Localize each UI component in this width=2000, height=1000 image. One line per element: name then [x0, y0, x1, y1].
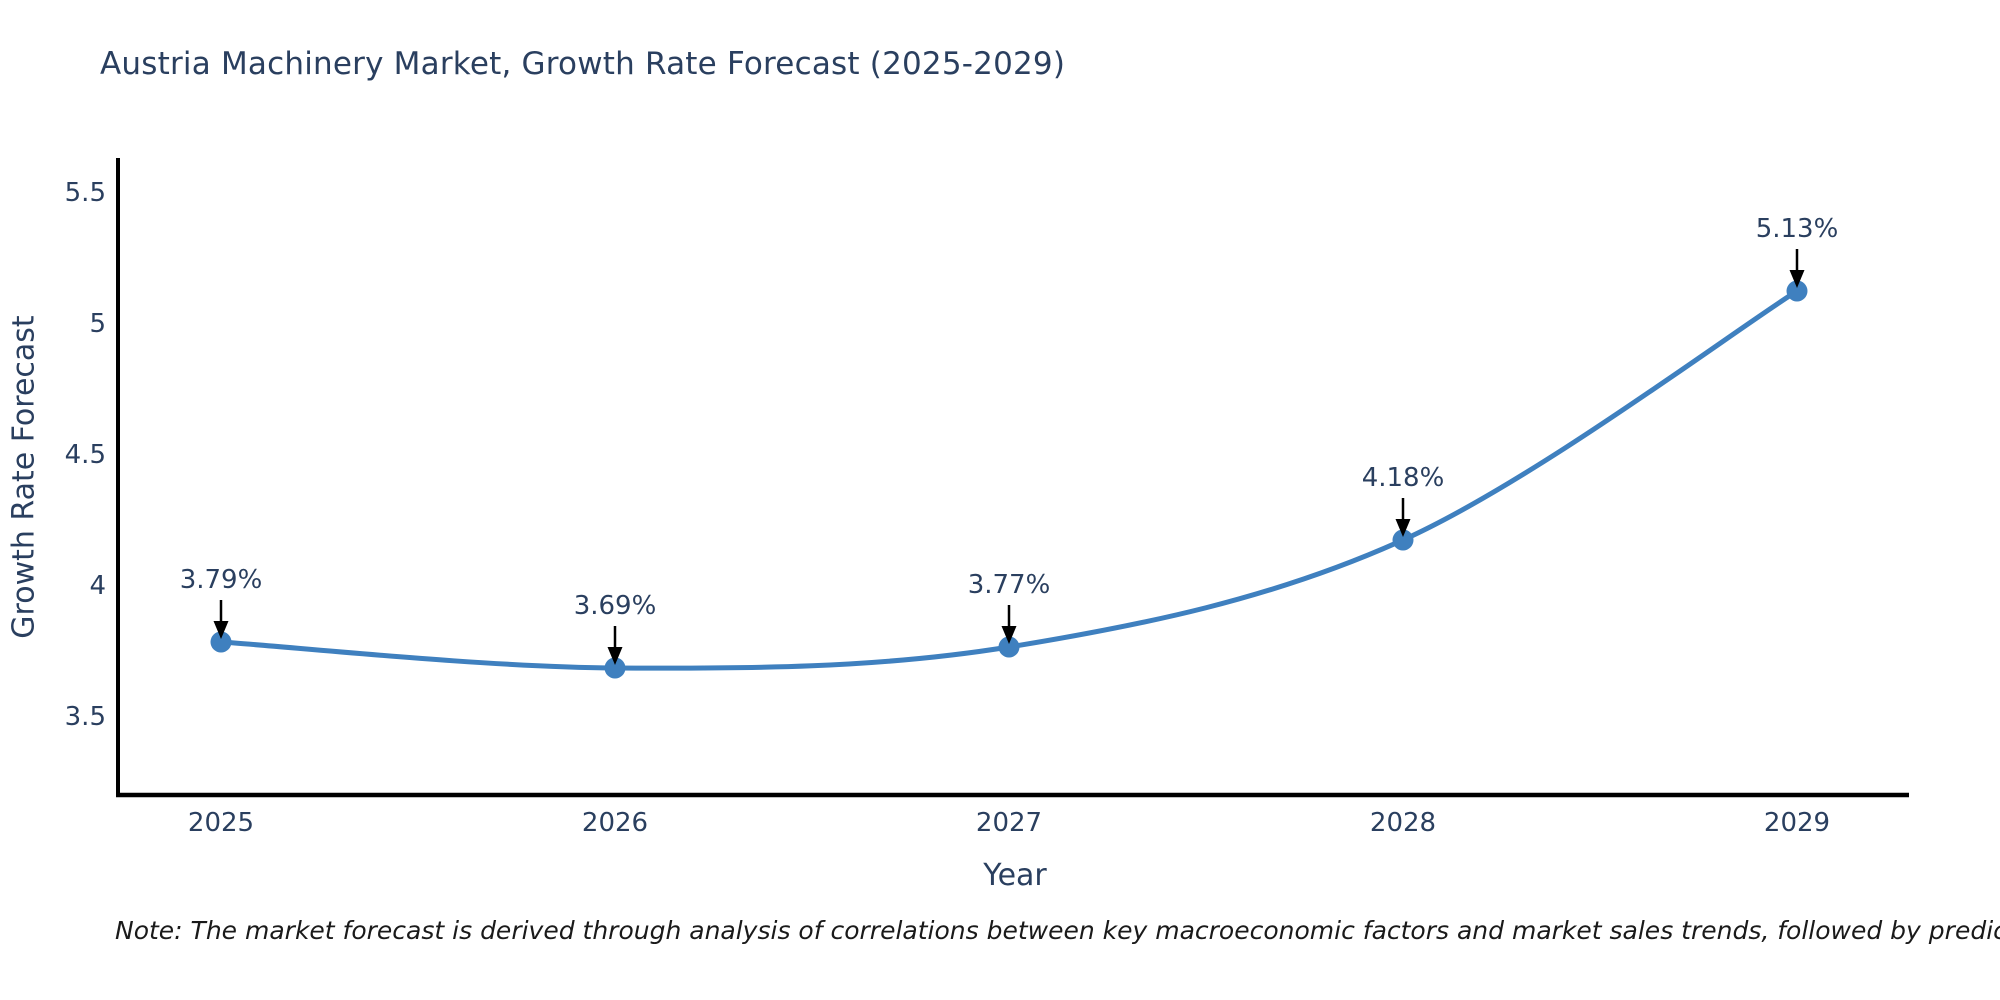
point-value-label-2028: 4.18%	[1361, 463, 1445, 493]
y-tick-label-4.5: 4.5	[64, 440, 106, 470]
x-axis-title: Year	[983, 858, 1047, 893]
y-tick-label-4: 4	[89, 571, 106, 601]
x-tick-label-2025: 2025	[187, 808, 255, 838]
point-value-label-2027: 3.77%	[967, 570, 1051, 600]
x-tick-label-2027: 2027	[975, 808, 1043, 838]
point-value-label-2029: 5.13%	[1755, 214, 1839, 244]
data-point-marker-2029	[1786, 280, 1808, 302]
data-point-marker-2028	[1392, 529, 1414, 551]
x-tick-label-2028: 2028	[1369, 808, 1437, 838]
annotation-arrow-head	[213, 621, 229, 639]
annotation-arrow-head	[1789, 270, 1805, 288]
x-tick-label-2026: 2026	[581, 808, 649, 838]
point-value-label-2026: 3.69%	[573, 591, 657, 621]
footnote: Note: The market forecast is derived thr…	[115, 916, 2000, 945]
y-tick-label-5: 5	[89, 309, 106, 339]
data-point-marker-2026	[604, 657, 626, 679]
chart-title: Austria Machinery Market, Growth Rate Fo…	[100, 46, 1066, 82]
annotation-arrow-head	[607, 647, 623, 665]
y-tick-label-3.5: 3.5	[64, 702, 106, 732]
data-point-marker-2027	[998, 636, 1020, 658]
annotation-arrow-head	[1395, 519, 1411, 537]
y-tick-label-5.5: 5.5	[64, 178, 106, 208]
data-point-marker-2025	[210, 631, 232, 653]
x-tick-label-2029: 2029	[1763, 808, 1831, 838]
point-value-label-2025: 3.79%	[179, 565, 263, 595]
annotation-arrow-head	[1001, 626, 1017, 644]
